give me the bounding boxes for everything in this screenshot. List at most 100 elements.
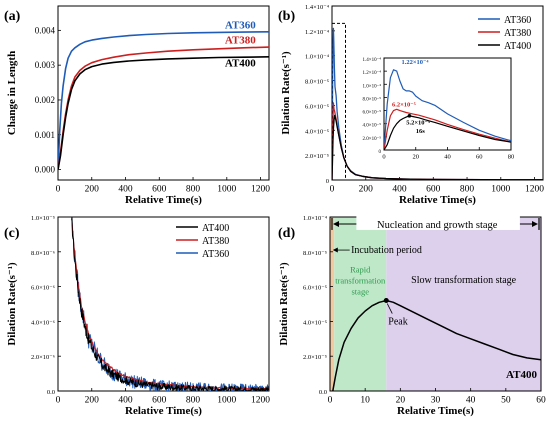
b-y-axis-label: Dilation Rate(s⁻¹) — [280, 51, 292, 135]
d-region-2 — [386, 217, 541, 391]
d-nucleation-arrowhead-right — [532, 220, 538, 227]
d-panel-label: (d) — [278, 226, 295, 241]
c-y-tick-label: 2.0×10⁻⁶ — [31, 354, 55, 361]
b-inset-series-AT360 — [384, 69, 511, 150]
c-plot-frame — [57, 216, 270, 392]
d-peak-label: Peak — [388, 317, 407, 328]
d-x-tick-label: 20 — [396, 396, 406, 406]
d-y-tick-label: 4.0×10⁻⁵ — [303, 319, 327, 326]
d-y-tick-label: 2.0×10⁻⁵ — [303, 354, 327, 361]
d-series-AT400 — [332, 299, 541, 391]
b-inset-x-tick-label: 60 — [476, 154, 483, 161]
b-inset-y-tick-label: 6.0×10⁻⁵ — [363, 110, 382, 116]
d-nucleation-label: Nucleation and growth stage — [377, 220, 498, 231]
d-slow-stage-label: Slow transformation stage — [411, 275, 517, 286]
c-x-tick-label: 600 — [152, 396, 167, 406]
d-peak-marker — [383, 298, 389, 304]
c-legend-label: AT380 — [202, 236, 229, 247]
b-y-tick-label: 0 — [326, 178, 329, 185]
a-series-label: AT400 — [225, 58, 256, 70]
a-x-tick-label: 1000 — [217, 185, 236, 195]
b-inset-x-tick-label: 40 — [444, 154, 451, 161]
d-nucleation-label-bg — [356, 215, 520, 230]
d-x-tick-label: 60 — [536, 396, 546, 406]
b-inset-y-tick-label: 1.0×10⁻⁴ — [363, 83, 382, 89]
b-x-tick-label: 400 — [392, 185, 407, 195]
b-y-tick-label: 2.0×10⁻⁵ — [305, 153, 329, 160]
d-y-tick-label: 6.0×10⁻⁵ — [303, 285, 327, 292]
b-x-tick-label: 800 — [460, 185, 475, 195]
d-y-tick-label: 8.0×10⁻⁵ — [303, 250, 327, 257]
a-x-tick-label: 800 — [186, 185, 201, 195]
a-x-tick-label: 1200 — [251, 185, 270, 195]
c-x-tick-label: 1000 — [217, 396, 236, 406]
a-x-axis-label: Relative Time(s) — [125, 194, 202, 206]
a-y-tick-label: 0.003 — [35, 60, 56, 70]
b-x-tick-label: 200 — [359, 185, 374, 195]
d-x-tick-label: 30 — [431, 396, 441, 406]
c-x-tick-label: 400 — [118, 396, 133, 406]
a-series-AT400 — [58, 56, 269, 170]
b-y-tick-label: 1.4×10⁻⁴ — [305, 4, 330, 11]
a-series-label: AT380 — [225, 35, 256, 47]
d-rapid-stage-label: transformation — [335, 276, 386, 286]
c-series-AT400 — [71, 217, 269, 391]
b-inset-peak-label-at400: 5.2×10⁻⁵ — [406, 119, 430, 126]
b-y-tick-label: 8.0×10⁻⁵ — [305, 79, 329, 86]
b-x-tick-label: 0 — [330, 185, 335, 195]
b-inset-peak-label-at380: 6.2×10⁻⁵ — [392, 102, 416, 109]
b-inset-y-tick-label: 2.0×10⁻⁵ — [363, 136, 382, 142]
d-region-0 — [330, 217, 335, 391]
d-peak-arrow — [386, 303, 393, 314]
a-x-tick-label: 0 — [56, 185, 61, 195]
d-x-tick-label: 50 — [501, 396, 511, 406]
b-inset-x-tick-label: 0 — [382, 154, 385, 161]
b-y-tick-label: 1.2×10⁻⁴ — [305, 29, 330, 36]
d-x-tick-label: 40 — [466, 396, 476, 406]
b-inset-y-tick-label: 1.4×10⁻⁴ — [363, 57, 382, 63]
c-legend-label: AT360 — [202, 249, 229, 260]
d-x-tick-label: 10 — [360, 396, 370, 406]
d-x-tick-label: 0 — [328, 396, 333, 406]
c-y-tick-label: 1.0×10⁻⁵ — [31, 215, 55, 222]
a-x-tick-label: 400 — [118, 185, 133, 195]
c-y-tick-label: 6.0×10⁻⁶ — [31, 285, 55, 292]
a-plot-frame — [57, 5, 270, 181]
b-inset-series-AT380 — [384, 108, 511, 150]
d-region-1 — [334, 217, 387, 391]
b-x-axis-label: Relative Time(s) — [399, 194, 476, 206]
c-series-AT380 — [71, 218, 269, 390]
d-nucleation-arrowhead-left — [333, 220, 339, 227]
b-zoom-box — [331, 22, 347, 181]
d-rapid-stage-label: stage — [352, 287, 370, 297]
c-legend-label: AT400 — [202, 223, 229, 234]
panel-b: 0 200 400 600 800 1000 120002.0×10⁻⁵4.0×10⁻⁵6.… — [278, 4, 544, 206]
b-y-tick-label: 1.0×10⁻⁴ — [305, 54, 330, 61]
panel-c: 0 200 400 600 800 1000 1200 0.0 2.0×10⁻⁶ 4.0×10⁻⁶… — [4, 215, 270, 417]
b-legend-label: AT380 — [504, 28, 531, 39]
d-incubation-arrowhead — [332, 247, 338, 253]
a-y-tick-label: 0.000 — [35, 165, 56, 175]
c-y-axis-label: Dilation Rate(s⁻¹) — [6, 262, 18, 346]
b-inset-x-tick-label: 80 — [508, 154, 515, 161]
c-x-axis-label: Relative Time(s) — [125, 405, 202, 417]
d-y-axis-label: Dilation Rate(s⁻¹) — [278, 262, 290, 346]
b-y-tick-label: 6.0×10⁻⁵ — [305, 103, 329, 110]
d-x-axis-label: Relative Time(s) — [397, 405, 474, 417]
d-incubation-label: Incubation period — [351, 245, 422, 256]
c-panel-label: (c) — [4, 226, 20, 241]
c-y-tick-label: 4.0×10⁻⁶ — [31, 319, 55, 326]
b-x-tick-label: 600 — [426, 185, 441, 195]
panel-a: 0 200 400 600 800 1000 1200 0.000 0.001 0.002 0.00… — [4, 5, 270, 206]
b-inset-y-tick-label: 4.0×10⁻⁵ — [363, 123, 382, 129]
b-inset-peak-marker — [407, 114, 412, 118]
a-y-tick-label: 0.004 — [35, 25, 56, 35]
b-inset-y-tick-label: 0 — [379, 150, 382, 155]
b-inset-x-tick-label: 20 — [413, 154, 420, 161]
c-series-AT360 — [71, 217, 269, 391]
b-panel-label: (b) — [278, 9, 295, 24]
a-x-tick-label: 600 — [152, 185, 167, 195]
a-y-tick-label: 0.001 — [35, 130, 55, 140]
d-y-tick-label: 0.0 — [319, 389, 327, 396]
